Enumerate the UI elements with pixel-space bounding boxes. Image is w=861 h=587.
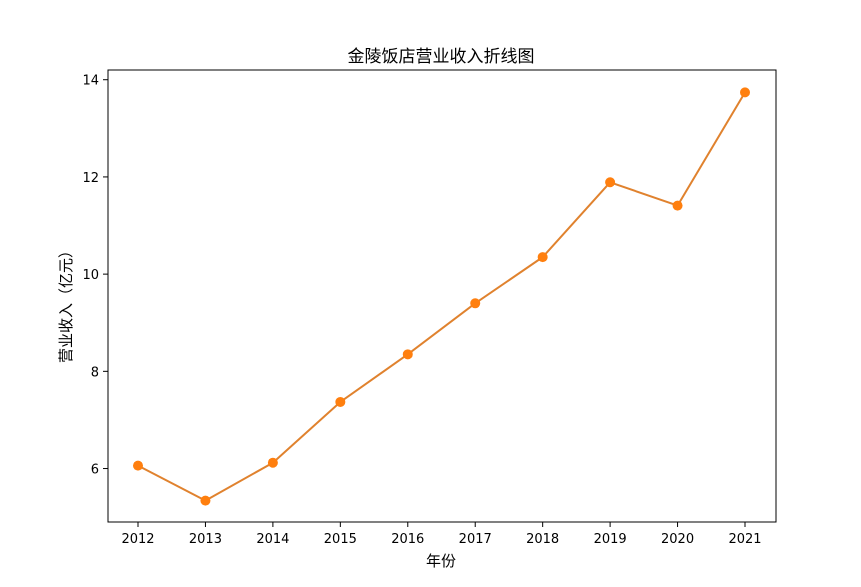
x-tick-label: 2016: [391, 532, 424, 547]
data-point: [335, 396, 346, 407]
x-tick-label: 2021: [728, 532, 761, 547]
x-tick-label: 2017: [459, 532, 492, 547]
data-point: [470, 298, 481, 309]
y-tick-label: 14: [82, 74, 99, 89]
x-tick-label: 2019: [594, 532, 627, 547]
plot-area: 2012 2013 2014 2015 2016 2017 2018 2019 2020 2021…: [82, 69, 777, 547]
data-point: [133, 460, 143, 471]
data-point: [200, 495, 211, 506]
y-tick-label: 6: [91, 463, 99, 478]
x-tick-label: 2015: [324, 532, 357, 547]
data-point: [267, 457, 278, 468]
x-tick-label: 2018: [526, 532, 559, 547]
x-tick-label: 2014: [256, 532, 289, 547]
x-tick-label: 2013: [189, 532, 222, 547]
y-axis-label: 营业收入（亿元）: [57, 243, 75, 363]
series-line: [137, 91, 746, 502]
plot-frame: [107, 69, 777, 523]
data-point: [402, 349, 413, 360]
data-point: [740, 87, 750, 98]
data-point: [537, 252, 548, 263]
y-tick-label: 8: [91, 365, 99, 380]
x-axis-label: 年份: [426, 552, 456, 570]
x-tick-label: 2020: [661, 532, 694, 547]
x-tick-label: 2012: [121, 532, 154, 547]
chart-title: 金陵饭店营业收入折线图: [348, 47, 535, 67]
data-point: [672, 200, 683, 211]
data-point: [605, 177, 616, 188]
y-tick-label: 12: [82, 171, 99, 186]
y-tick-label: 10: [82, 268, 99, 283]
